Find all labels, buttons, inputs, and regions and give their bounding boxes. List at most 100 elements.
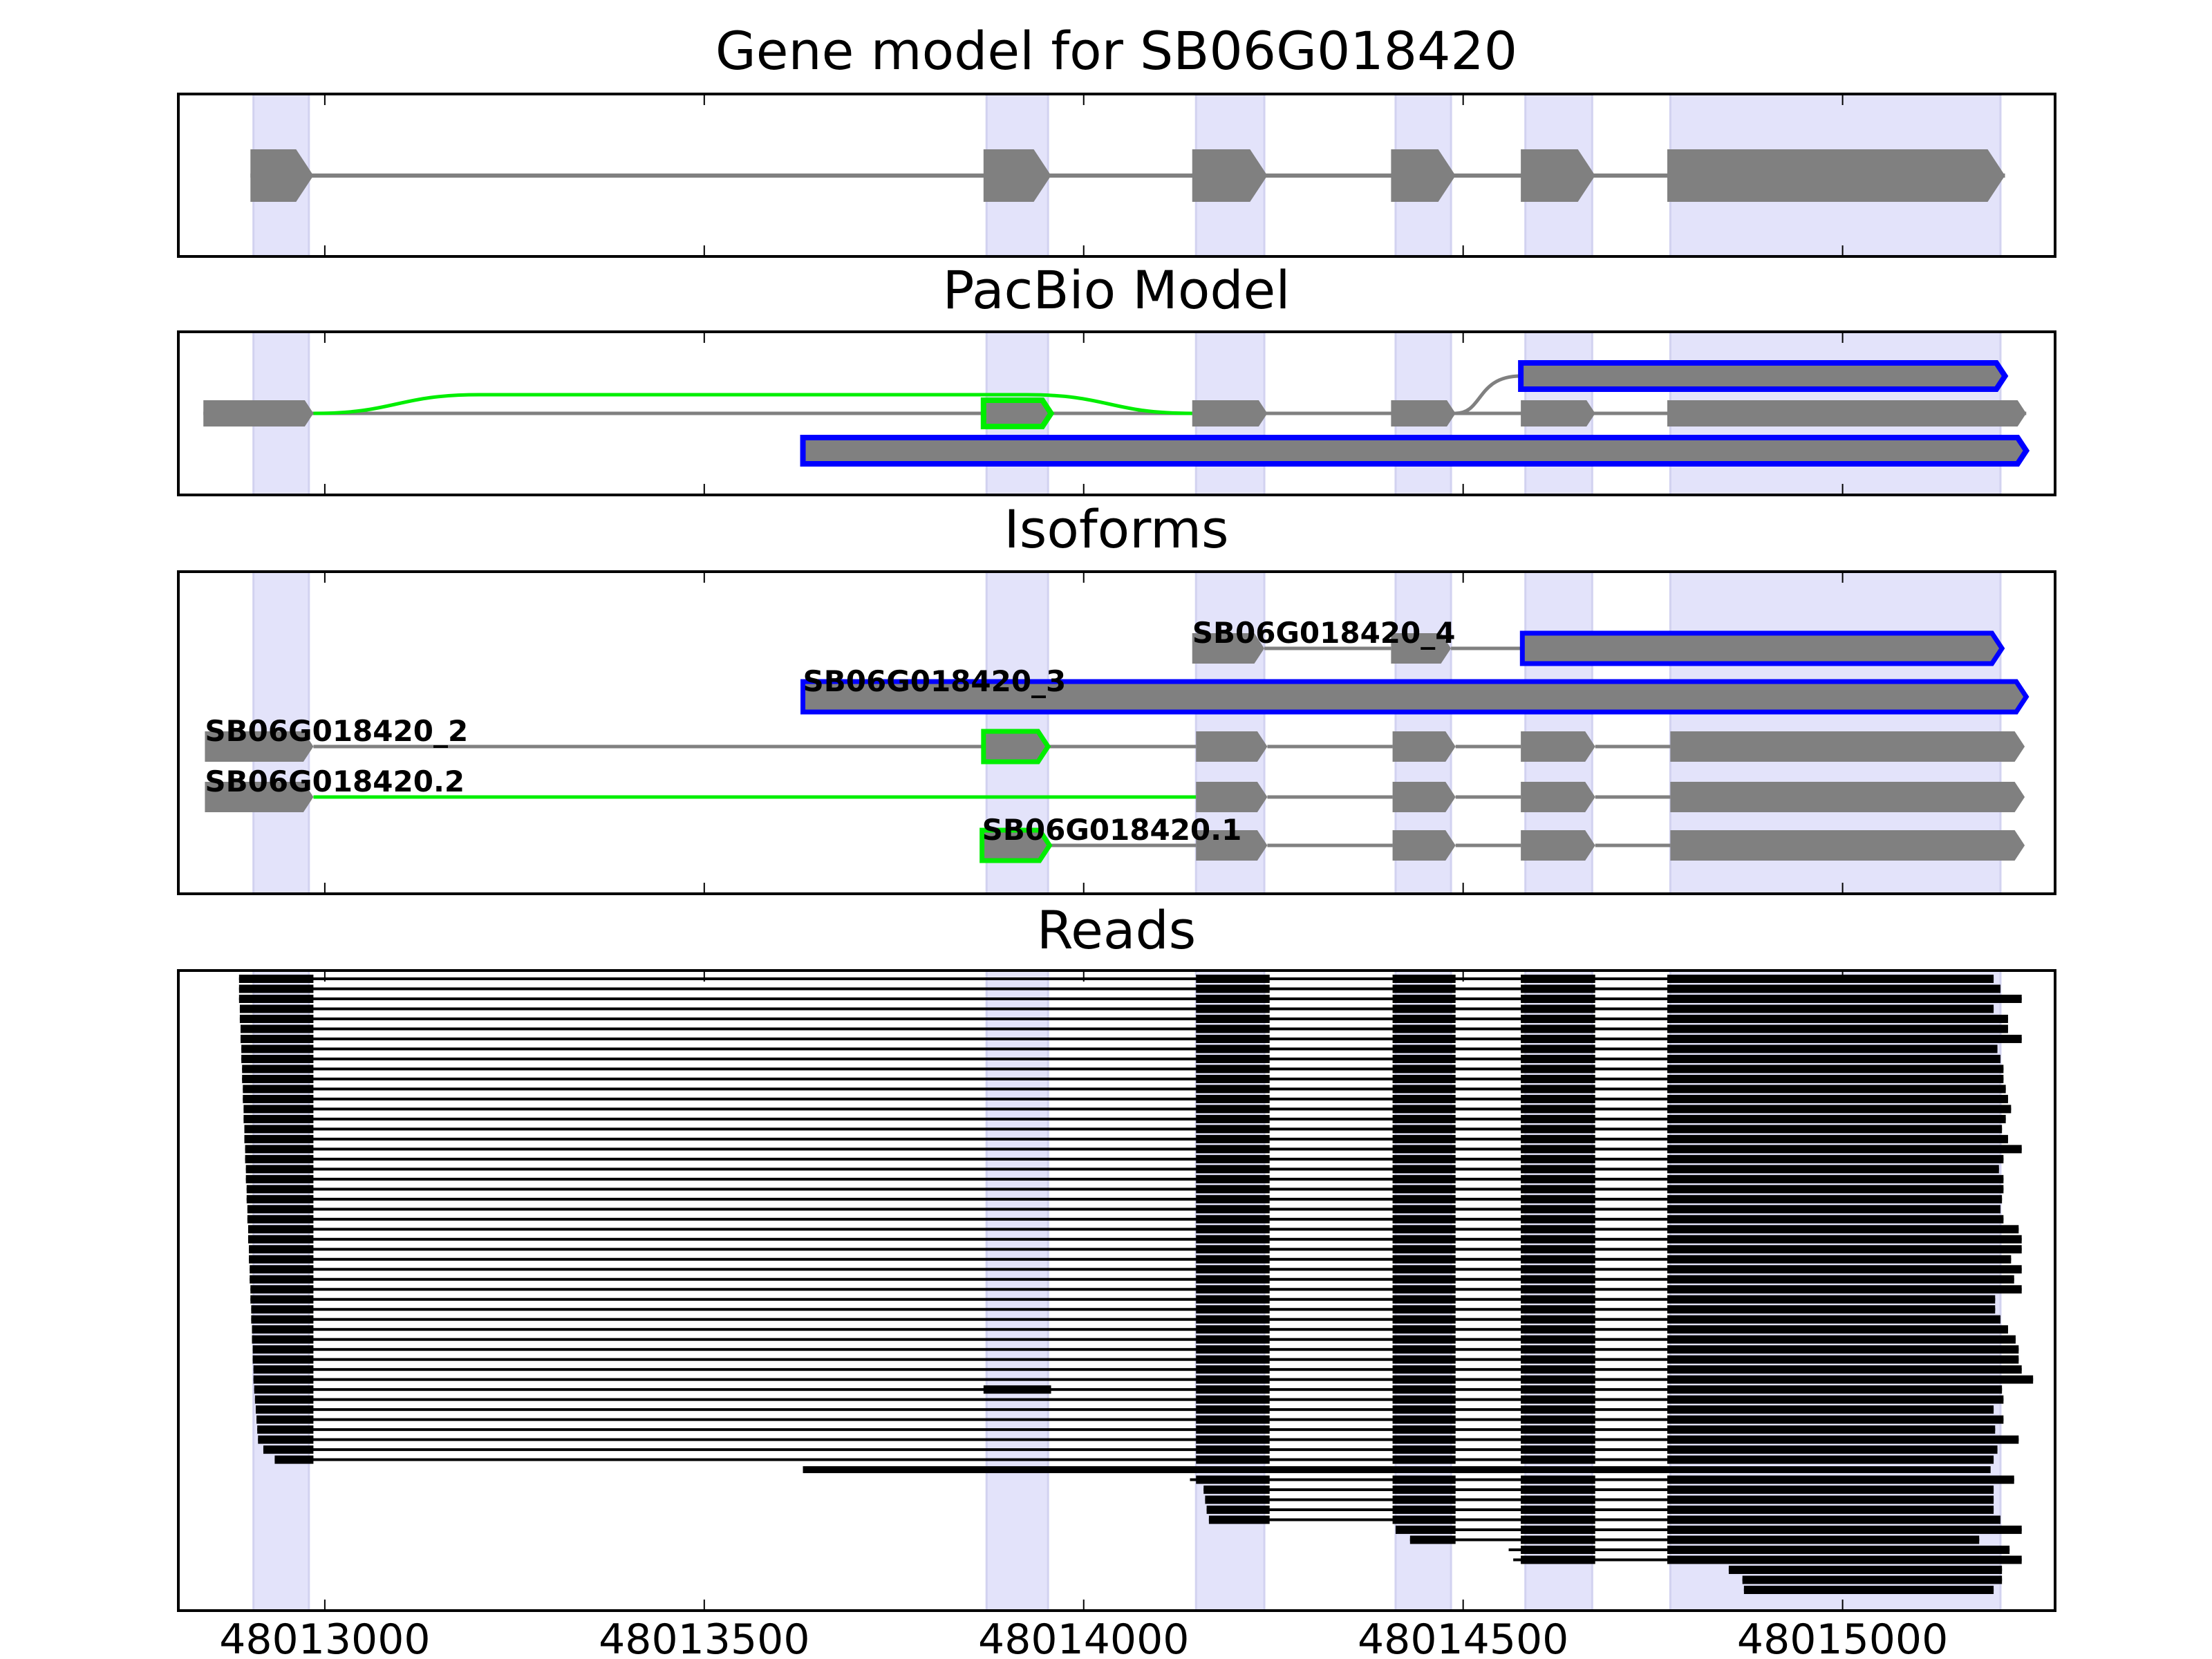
read-block: [1521, 1455, 1595, 1464]
read-block: [1521, 1085, 1595, 1094]
read-block: [242, 1065, 314, 1074]
read-block: [248, 1235, 314, 1244]
read-block: [1521, 1355, 1595, 1364]
read-line: [263, 1448, 1998, 1452]
read-block: [1667, 1044, 1998, 1053]
read-block: [1667, 1215, 2004, 1224]
read-block: [1521, 975, 1595, 983]
read-line: [258, 1438, 2019, 1441]
exon: [1392, 830, 1456, 861]
exon: [1192, 149, 1268, 202]
read-block: [253, 1375, 314, 1384]
read-block: [243, 1085, 314, 1094]
read-line: [274, 1458, 1994, 1461]
read-line: [243, 1097, 2008, 1100]
read-line: [246, 1188, 2004, 1191]
read-line: [1190, 1478, 2014, 1481]
read-block: [1521, 1174, 1595, 1183]
read-block: [1667, 1485, 1994, 1494]
read-block: [1392, 1205, 1456, 1214]
read-block: [1196, 1024, 1270, 1033]
exon: [1670, 782, 2025, 812]
read-block: [1196, 1094, 1270, 1103]
read-block: [1667, 1345, 2019, 1354]
read-block: [1521, 1024, 1595, 1033]
read-block: [1392, 1506, 1456, 1515]
read-block: [1392, 1315, 1456, 1324]
read-block: [1196, 1355, 1270, 1364]
read-block: [1196, 1395, 1270, 1404]
read-block: [1196, 1125, 1270, 1134]
read-block: [1667, 1174, 2004, 1183]
read-block: [1521, 1506, 1595, 1515]
read-block: [239, 1014, 314, 1023]
read-block: [1196, 1445, 1270, 1454]
read-block: [1521, 1315, 1595, 1324]
read-block: [254, 1395, 314, 1404]
read-line: [254, 1388, 2003, 1391]
read-block: [1667, 1094, 2008, 1103]
read-block: [1521, 1305, 1595, 1314]
read-block: [1521, 1445, 1595, 1454]
read-block: [1196, 1205, 1270, 1214]
panel-title-reads: Reads: [1037, 899, 1197, 961]
read-block: [1667, 1445, 1998, 1454]
read-block: [1667, 1194, 2003, 1203]
read-block: [1392, 1074, 1456, 1083]
exon: [1196, 830, 1268, 861]
read-block: [1392, 1034, 1456, 1043]
outlined-exon: [980, 397, 1055, 429]
read-line: [245, 1168, 1999, 1171]
read-block: [1196, 1105, 1270, 1114]
outlined-exon: [1518, 360, 2009, 392]
read-block: [1521, 1395, 1595, 1404]
read-block: [1521, 1375, 1595, 1384]
read-block: [1521, 1044, 1595, 1053]
read-block: [1392, 1194, 1456, 1203]
read-block: [1392, 1275, 1456, 1284]
read-line: [238, 977, 1994, 980]
read-block: [1521, 1065, 1595, 1074]
read-block: [1392, 1445, 1456, 1454]
read-block: [1392, 1054, 1456, 1063]
read-block: [1392, 1134, 1456, 1143]
exon: [1667, 149, 2005, 202]
read-block: [241, 1044, 314, 1053]
read-block: [243, 1094, 314, 1103]
read-block: [263, 1445, 314, 1454]
read-line: [257, 1428, 1996, 1432]
read-block: [1196, 1255, 1270, 1264]
read-block: [246, 1185, 314, 1194]
exon: [1196, 731, 1268, 762]
read-block: [1521, 1245, 1595, 1254]
read-line: [251, 1308, 1996, 1311]
read-block: [1196, 1065, 1270, 1074]
read-block: [983, 1385, 1051, 1394]
read-block: [256, 1415, 314, 1424]
panel-title-gene-model: Gene model for SB06G018420: [715, 20, 1517, 82]
read-block: [1196, 1295, 1270, 1304]
read-block: [1667, 1205, 2000, 1214]
read-line: [255, 1408, 1994, 1412]
read-block: [1667, 1235, 2022, 1244]
read-block: [1521, 1215, 1595, 1224]
read-block: [1521, 984, 1595, 993]
read-block: [1521, 1295, 1595, 1304]
axes-frame: [177, 969, 2056, 1612]
read-block: [1521, 1546, 1595, 1555]
read-block: [1667, 1165, 1999, 1174]
read-block: [1667, 984, 2000, 993]
read-block: [1196, 1145, 1270, 1154]
read-block: [1392, 1495, 1456, 1504]
read-block: [1392, 1065, 1456, 1074]
read-block: [1196, 1475, 1270, 1484]
read-block: [249, 1245, 314, 1254]
read-block: [1667, 1315, 2000, 1324]
outlined-exon: [981, 729, 1051, 765]
read-line: [1208, 1518, 2000, 1521]
read-block: [1196, 1405, 1270, 1414]
read-block: [1667, 1385, 2003, 1394]
isoform-label: SB06G018420_2: [205, 714, 468, 748]
read-block: [1521, 1265, 1595, 1274]
read-line: [243, 1087, 2006, 1091]
